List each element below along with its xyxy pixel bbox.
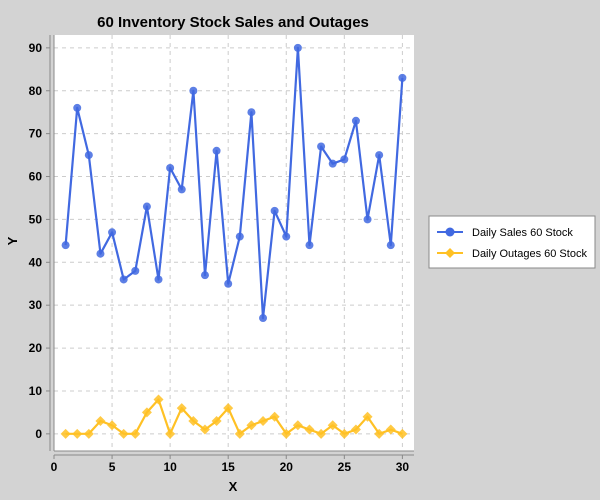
data-point xyxy=(386,241,395,250)
legend-item-sales: Daily Sales 60 Stock xyxy=(437,227,573,239)
data-point xyxy=(397,428,408,439)
data-point xyxy=(246,420,257,431)
legend-label-sales: Daily Sales 60 Stock xyxy=(472,227,573,239)
data-point xyxy=(119,275,128,284)
data-point xyxy=(189,86,198,95)
data-point xyxy=(73,103,82,112)
y-tick-label: 20 xyxy=(29,341,43,355)
grid xyxy=(53,35,414,451)
x-ticks: 0 5 10 15 20 25 30 xyxy=(51,455,410,474)
data-point xyxy=(176,403,187,414)
data-point xyxy=(374,428,385,439)
data-point xyxy=(108,228,117,237)
y-tick-label: 80 xyxy=(29,84,43,98)
data-point xyxy=(339,428,350,439)
data-point xyxy=(166,163,175,172)
data-point xyxy=(282,232,291,241)
data-point xyxy=(211,415,222,426)
data-point xyxy=(316,428,327,439)
data-point xyxy=(223,403,234,414)
data-point xyxy=(107,420,118,431)
data-point xyxy=(83,428,94,439)
data-point xyxy=(141,407,152,418)
data-point xyxy=(269,411,280,422)
x-tick-label: 25 xyxy=(338,460,352,474)
y-tick-label: 0 xyxy=(35,427,42,441)
data-point xyxy=(212,146,221,155)
series-outages xyxy=(60,394,408,439)
x-tick-label: 20 xyxy=(280,460,294,474)
data-point xyxy=(95,415,106,426)
data-point xyxy=(130,428,141,439)
data-point xyxy=(235,232,244,241)
legend-marker-outages xyxy=(445,248,455,258)
y-tick-label: 50 xyxy=(29,212,43,226)
data-point xyxy=(199,424,210,435)
data-point xyxy=(84,151,93,160)
y-tick-label: 70 xyxy=(29,127,43,141)
y-axis-label: Y xyxy=(5,236,20,245)
data-point xyxy=(234,428,245,439)
data-point xyxy=(363,215,372,224)
data-point xyxy=(188,415,199,426)
data-point xyxy=(281,428,292,439)
data-point xyxy=(351,116,360,125)
x-tick-label: 0 xyxy=(51,460,58,474)
data-point xyxy=(375,151,384,160)
data-point xyxy=(259,314,268,323)
data-point xyxy=(270,206,279,215)
data-point xyxy=(350,424,361,435)
data-point xyxy=(61,241,70,250)
chart-title: 60 Inventory Stock Sales and Outages xyxy=(97,14,369,31)
data-point xyxy=(362,411,373,422)
legend-box xyxy=(428,215,596,269)
data-point xyxy=(304,424,315,435)
axes xyxy=(49,35,414,456)
y-tick-label: 30 xyxy=(29,298,43,312)
data-point xyxy=(142,202,151,211)
y-tick-label: 90 xyxy=(29,41,43,55)
data-point xyxy=(398,73,407,82)
legend: Daily Sales 60 Stock Daily Outages 60 St… xyxy=(428,215,596,269)
data-point xyxy=(131,266,140,275)
x-tick-label: 15 xyxy=(222,460,236,474)
data-point xyxy=(327,420,338,431)
data-point xyxy=(224,279,233,288)
data-point xyxy=(247,108,256,117)
data-point xyxy=(177,185,186,194)
y-tick-label: 10 xyxy=(29,384,43,398)
data-point xyxy=(72,428,83,439)
y-tick-label: 60 xyxy=(29,170,43,184)
data-point xyxy=(154,275,163,284)
data-point xyxy=(317,142,326,151)
data-point xyxy=(292,420,303,431)
data-point xyxy=(153,394,164,405)
data-point xyxy=(60,428,71,439)
x-tick-label: 30 xyxy=(396,460,410,474)
series-sales xyxy=(61,43,407,323)
legend-item-outages: Daily Outages 60 Stock xyxy=(437,248,587,260)
data-point xyxy=(340,155,349,164)
data-point xyxy=(293,43,302,52)
legend-marker-sales xyxy=(445,227,455,237)
x-tick-label: 10 xyxy=(163,460,177,474)
data-point xyxy=(305,241,314,250)
series xyxy=(60,43,408,439)
y-tick-label: 40 xyxy=(29,255,43,269)
series-line xyxy=(64,46,404,320)
data-point xyxy=(165,428,176,439)
data-point xyxy=(96,249,105,258)
x-tick-label: 5 xyxy=(109,460,116,474)
plot-area xyxy=(54,35,414,451)
data-point xyxy=(328,159,337,168)
legend-label-outages: Daily Outages 60 Stock xyxy=(472,248,587,260)
y-ticks: 0 10 20 30 40 50 60 70 80 90 xyxy=(29,41,50,441)
data-point xyxy=(258,415,269,426)
data-point xyxy=(200,271,209,280)
x-axis-label: X xyxy=(229,479,238,494)
data-point xyxy=(118,428,129,439)
data-point xyxy=(385,424,396,435)
